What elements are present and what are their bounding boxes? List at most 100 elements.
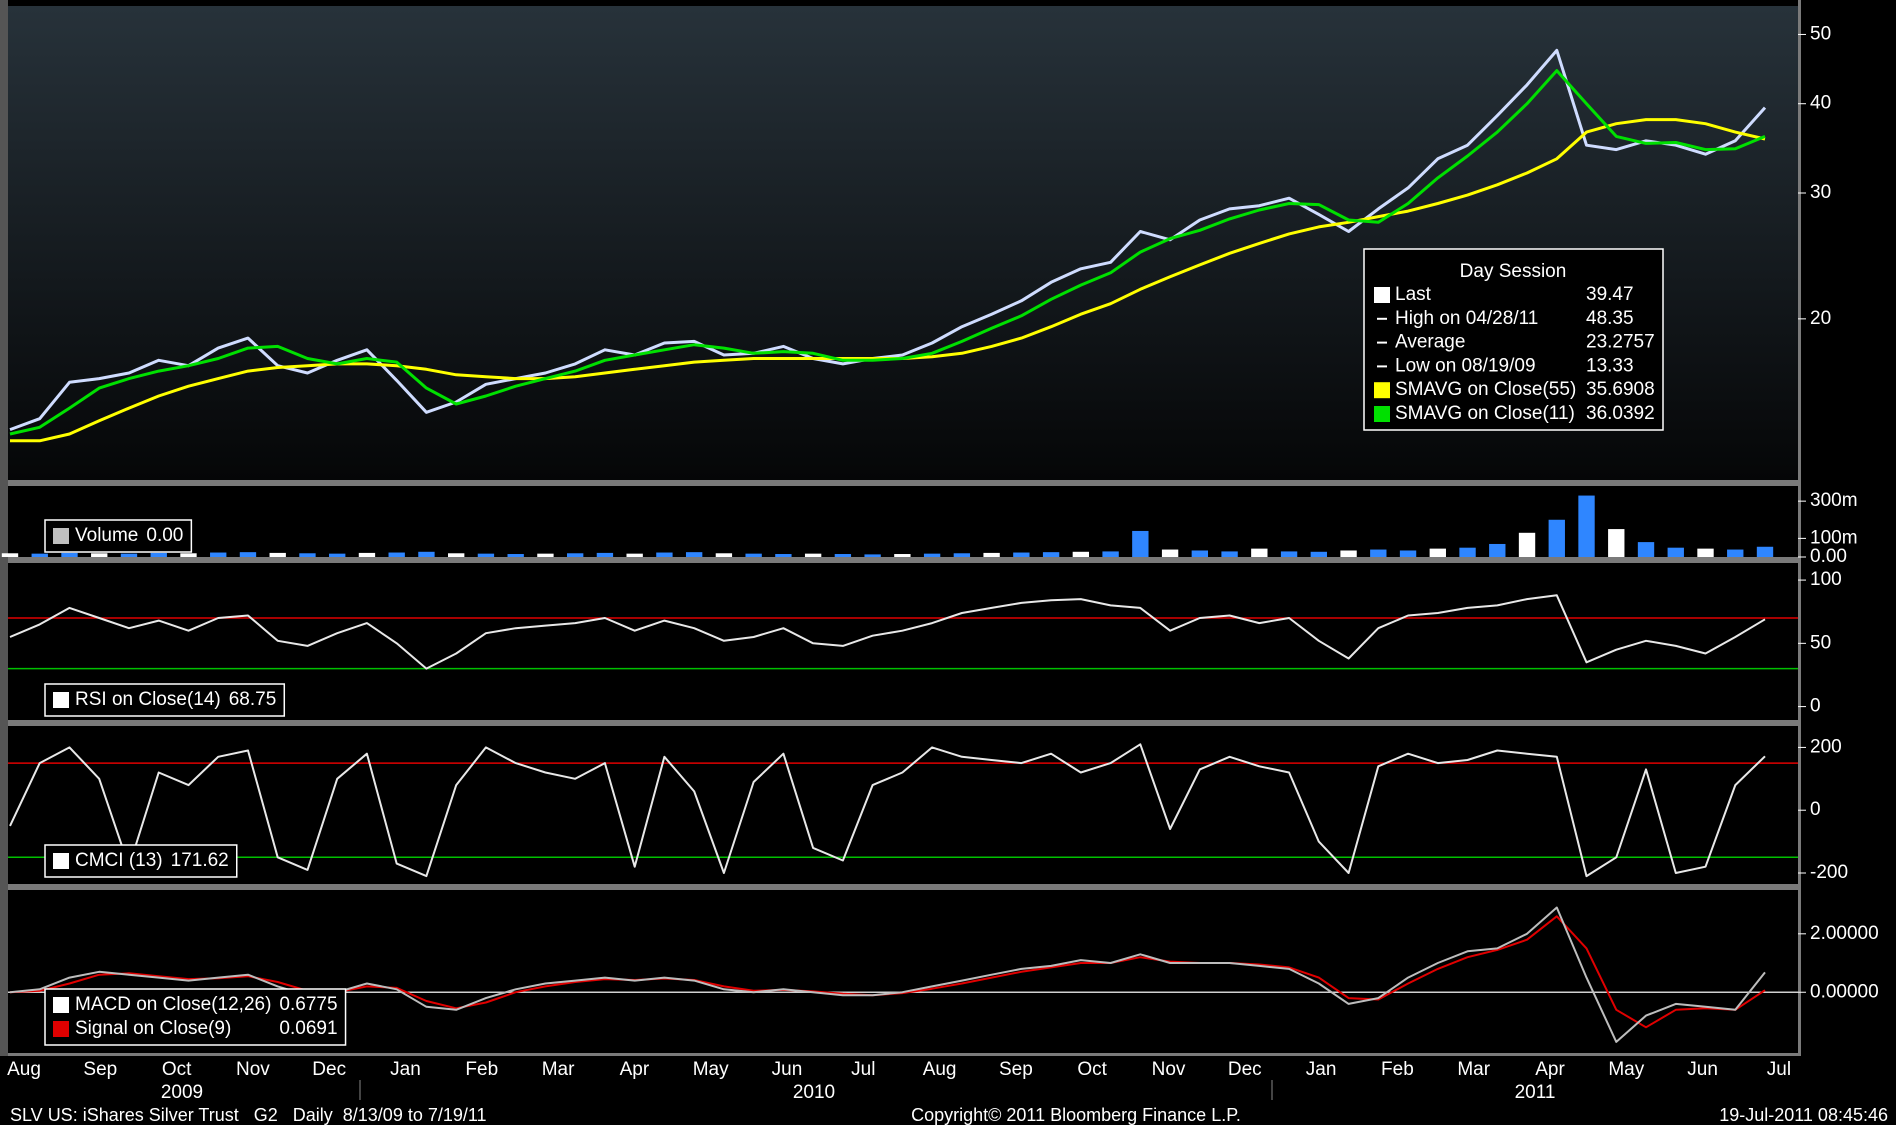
y-tick-label: 40 <box>1810 93 1831 114</box>
x-tick-label: May <box>1608 1059 1644 1080</box>
x-tick-label: Apr <box>620 1059 650 1080</box>
volume-bar <box>1578 495 1595 557</box>
y-tick-label: 2.00000 <box>1810 923 1879 944</box>
volume-bar <box>1727 549 1744 557</box>
volume-bar <box>1756 546 1774 557</box>
stats-title: Day Session <box>1460 261 1567 282</box>
y-tick-label: 200 <box>1810 736 1842 757</box>
x-tick-label: Mar <box>542 1059 575 1080</box>
legend-value: 0.6775 <box>279 994 337 1015</box>
volume-bar <box>1637 542 1655 557</box>
volume-bar <box>329 553 346 557</box>
stats-value: 48.35 <box>1586 308 1634 329</box>
legend-box <box>44 519 193 553</box>
stats-label: Average <box>1395 332 1465 353</box>
volume-bar <box>1 553 19 557</box>
volume-bar <box>299 553 316 557</box>
volume-bar <box>448 553 465 557</box>
volume-bar <box>834 554 852 557</box>
x-tick-label: Dec <box>1228 1059 1262 1080</box>
x-tick-label: Dec <box>312 1059 346 1080</box>
legend-value: 0.00 <box>146 525 183 546</box>
volume-bar <box>269 552 286 557</box>
legend-swatch <box>53 692 69 708</box>
volume-bar <box>894 554 911 557</box>
volume-bar <box>1132 530 1149 557</box>
panel-legend: Volume 0.00 <box>44 519 193 553</box>
y-tick-label: 30 <box>1810 182 1831 203</box>
volume-bar <box>656 552 673 557</box>
volume-bar <box>715 553 733 557</box>
x-tick-label: Nov <box>236 1059 270 1080</box>
x-tick-label: Feb <box>1381 1059 1414 1080</box>
x-tick-label: Sep <box>999 1059 1033 1080</box>
legend-label: CMCI (13) <box>75 850 163 871</box>
x-tick-label: Jan <box>1306 1059 1337 1080</box>
x-tick-label: Nov <box>1152 1059 1186 1080</box>
volume-bar <box>1667 547 1684 557</box>
y-tick-label: 100 <box>1810 569 1842 590</box>
y-tick-label: 50 <box>1810 632 1831 653</box>
volume-bar <box>418 551 435 557</box>
legend-box <box>44 988 347 1046</box>
legend-value: 0.0691 <box>279 1018 337 1039</box>
volume-bar <box>388 552 405 557</box>
volume-bar <box>596 552 614 557</box>
volume-bar <box>1102 551 1119 557</box>
volume-bar <box>537 553 554 557</box>
y-tick-label: 100m <box>1810 527 1858 548</box>
legend-label: MACD on Close(12,26) <box>75 994 271 1015</box>
x-tick-label: May <box>693 1059 729 1080</box>
stats-label: Last <box>1395 284 1432 305</box>
series-line <box>9 743 1766 878</box>
legend-value: 68.75 <box>229 689 277 710</box>
volume-bar <box>953 553 971 557</box>
volume-bar <box>626 553 643 557</box>
series-line <box>9 48 1767 432</box>
volume-bar <box>1548 519 1565 557</box>
panel-legend: RSI on Close(14) 68.75 <box>44 683 286 717</box>
volume-bar <box>1459 547 1476 557</box>
legend-swatch <box>53 853 69 869</box>
volume-bar <box>1280 551 1298 557</box>
x-tick-label: Feb <box>465 1059 498 1080</box>
y-tick-label: 20 <box>1810 308 1831 329</box>
stats-value: 35.6908 <box>1586 379 1655 400</box>
volume-bar <box>1489 543 1506 557</box>
volume-bar <box>210 552 227 557</box>
volume-bar <box>1042 552 1060 557</box>
legend-swatch <box>53 528 69 544</box>
volume-bar <box>1518 532 1536 557</box>
legend-label: RSI on Close(14) <box>75 689 221 710</box>
y-tick-label: 0.00 <box>1810 546 1847 567</box>
series-line <box>9 69 1766 436</box>
panel-separators <box>0 0 1801 1056</box>
panel-legend: CMCI (13) 171.62 <box>44 844 238 878</box>
x-tick-label: Aug <box>923 1059 957 1080</box>
stats-value: 23.2757 <box>1586 332 1655 353</box>
volume-bar <box>180 553 197 557</box>
volume-bar <box>1429 548 1446 557</box>
year-label: 2011 <box>1515 1082 1556 1103</box>
y-tick-label: 0.00000 <box>1810 981 1879 1002</box>
series-line <box>9 594 1766 670</box>
year-label: 2010 <box>793 1082 835 1103</box>
volume-bar <box>239 552 257 557</box>
volume-bar <box>1013 552 1030 557</box>
volume-bar <box>566 553 584 557</box>
stats-label: SMAVG on Close(11) <box>1395 403 1575 424</box>
volume-bar <box>745 553 762 557</box>
x-tick-label: Mar <box>1457 1059 1490 1080</box>
volume-bar <box>1072 551 1090 557</box>
panel-legend: MACD on Close(12,26) 0.6775 Signal on Clos… <box>44 988 347 1046</box>
y-tick-label: -200 <box>1810 862 1848 883</box>
legend-label: Volume <box>75 525 138 546</box>
footer-timestamp: 19-Jul-2011 08:45:46 <box>1719 1105 1888 1125</box>
volume-bar <box>864 554 881 557</box>
stats-label: Low on 08/19/09 <box>1395 355 1536 376</box>
stats-label: SMAVG on Close(55) <box>1395 379 1576 400</box>
stats-box <box>1363 248 1664 431</box>
stats-value: 39.47 <box>1586 284 1634 305</box>
volume-bar <box>1161 549 1179 557</box>
